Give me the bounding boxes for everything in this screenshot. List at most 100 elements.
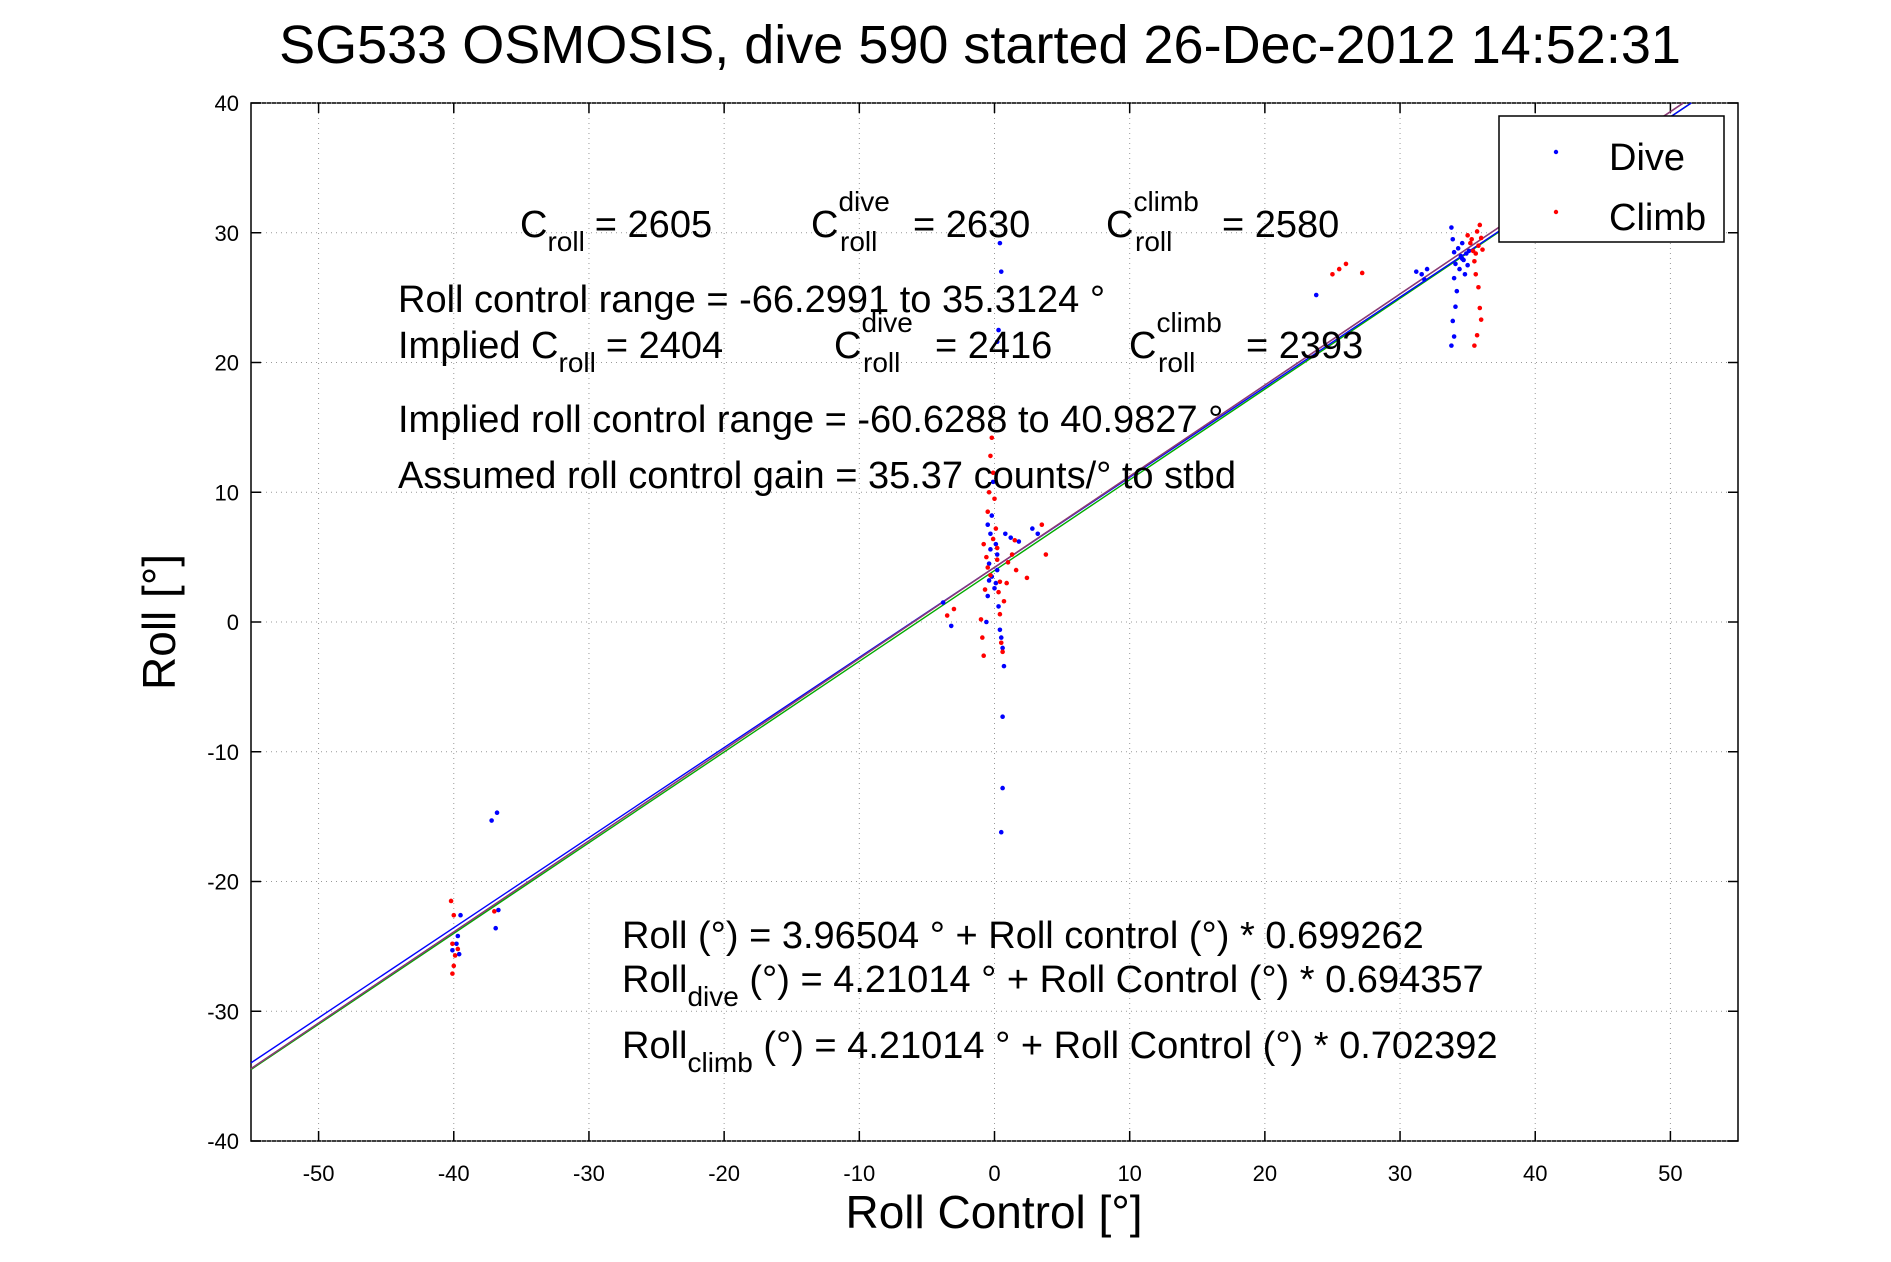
y-tick-label: 40 [215,91,239,116]
x-tick-label: -10 [843,1161,875,1186]
data-point-climb [1472,343,1477,348]
y-tick-label: -30 [207,999,239,1024]
data-point-dive [1000,645,1005,651]
data-point-climb [450,971,455,976]
data-point-climb [997,611,1003,617]
data-point-dive [993,580,999,586]
assumed-gain-annotation: Assumed roll control gain = 35.37 counts… [398,455,1236,497]
data-point-climb [1477,222,1483,228]
c-roll-climb-annotation: Cclimb roll = 2580 [1106,186,1339,257]
data-point-climb [452,953,458,958]
data-point-dive [1424,266,1430,272]
data-point-dive [1313,292,1319,298]
data-point-climb [455,946,461,952]
data-point-climb [978,617,984,622]
data-point-dive [985,522,991,527]
data-point-climb [1343,261,1349,267]
data-point-climb [944,613,950,618]
x-tick-label: -20 [708,1161,740,1186]
legend-dive-label: Dive [1609,137,1685,179]
data-point-dive [1451,334,1457,339]
x-tick-label: 50 [1658,1161,1682,1186]
c-roll-dive-annotation: Cdive roll = 2630 [811,186,1030,257]
data-point-dive [996,327,1001,333]
data-point-dive [1450,318,1456,324]
data-point-climb [1043,552,1049,557]
data-point-climb [448,898,454,904]
data-point-dive [994,339,1000,345]
x-tick-label: -30 [573,1161,605,1186]
fit-dive-equation: Rolldive (°) = 4.21014 ° + Roll Control … [622,959,1484,1012]
data-point-climb [1478,317,1484,322]
data-point-climb [1468,240,1473,246]
data-point-dive [989,513,995,518]
data-point-climb [988,572,993,578]
data-point-dive [1016,539,1022,544]
implied-c-roll-climb-annotation: Cclimb roll = 2393 [1129,307,1363,378]
data-point-climb [989,435,995,441]
data-point-climb [1009,552,1015,557]
data-point-climb [451,963,457,969]
data-point-climb [1478,235,1484,241]
data-point-dive [986,578,992,583]
data-point-climb [1474,332,1480,338]
data-point-dive [1000,714,1005,720]
data-point-climb [951,606,957,612]
data-point-dive [1035,531,1041,537]
data-point-climb [1477,305,1483,311]
data-point-dive [454,941,459,947]
data-point-climb [985,509,991,515]
data-point-dive [1465,262,1470,268]
data-point-climb [980,635,985,640]
data-point-climb [994,557,1000,563]
data-point-dive [990,479,996,485]
data-point-climb [1000,649,1005,655]
data-point-climb [1004,580,1009,586]
fit-line [250,102,1684,1070]
data-point-dive [1001,663,1007,669]
legend-climb-label: Climb [1609,197,1706,239]
series-dive [450,225,1472,957]
data-point-dive [493,925,498,931]
data-point-dive [992,585,997,591]
legend-climb-marker [1553,209,1559,215]
data-point-climb [1476,243,1481,249]
data-point-climb [990,470,996,476]
chart-title: SG533 OSMOSIS, dive 590 started 26-Dec-2… [279,15,1681,75]
data-point-dive [489,818,494,823]
roll-control-range-annotation: Roll control range = -66.2991 to 35.3124… [398,279,1105,321]
data-point-dive [455,933,461,939]
data-point-climb [990,536,996,542]
data-point-climb [451,912,457,918]
data-point-dive [940,600,946,605]
implied-range-annotation: Implied roll control range = -60.6288 to… [398,399,1223,441]
fit-all-equation: Roll (°) = 3.96504 ° + Roll control (°) … [622,915,1424,957]
series-climb [448,222,1485,976]
data-point-dive [985,593,991,599]
x-axis-label: Roll Control [°] [845,1186,1142,1238]
data-point-dive [984,619,989,625]
c-roll-annotation: Croll = 2605 [520,204,712,257]
data-point-climb [1001,598,1007,604]
calibration-annotations: Croll = 2605 Cdive roll = 2630 Cclimb roll = … [398,186,1498,1078]
data-point-dive [1462,271,1468,277]
data-point-dive [948,623,954,629]
data-point-climb [988,453,993,459]
data-point-dive [998,829,1004,835]
fit-lines [250,102,1692,1071]
data-point-dive [1003,531,1008,537]
data-point-climb [992,496,997,502]
data-point-dive [450,947,455,953]
data-point-climb [985,565,991,570]
data-point-dive [1419,271,1424,277]
data-point-climb [981,653,986,659]
x-tick-label: -40 [438,1161,470,1186]
data-point-dive [986,561,992,566]
data-point-climb [1336,266,1342,272]
data-point-climb [998,640,1004,646]
x-tick-label: 30 [1388,1161,1412,1186]
data-point-dive [496,907,501,913]
data-point-dive [1449,343,1454,348]
data-point-climb [1476,284,1481,290]
x-tick-label: 40 [1523,1161,1547,1186]
